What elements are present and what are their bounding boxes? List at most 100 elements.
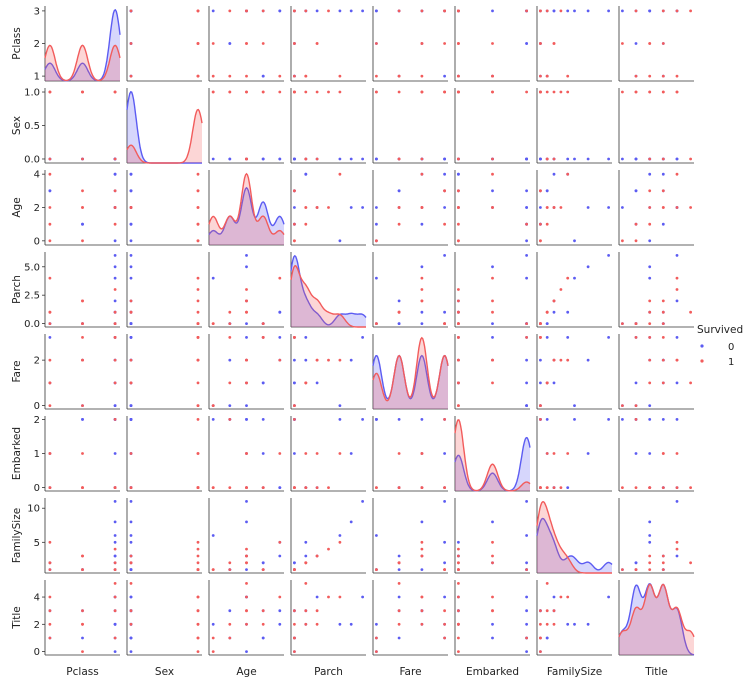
point-series-1 bbox=[113, 322, 117, 325]
kde-line-series-1 bbox=[208, 172, 285, 235]
kde-line-series-1 bbox=[536, 501, 612, 574]
point-series-1 bbox=[196, 609, 200, 613]
point-series-1 bbox=[196, 276, 200, 280]
point-series-1 bbox=[539, 42, 542, 45]
point-series-0 bbox=[375, 206, 378, 209]
y-tick-label: 5 bbox=[34, 538, 40, 549]
point-series-1 bbox=[211, 322, 215, 325]
x-axis-label: Sex bbox=[155, 666, 174, 678]
point-series-1 bbox=[420, 452, 424, 455]
point-series-0 bbox=[228, 609, 232, 613]
point-series-1 bbox=[648, 322, 652, 325]
point-series-1 bbox=[81, 554, 84, 558]
point-series-0 bbox=[552, 595, 556, 599]
point-series-1 bbox=[491, 90, 494, 94]
point-series-0 bbox=[607, 206, 610, 209]
point-series-1 bbox=[315, 358, 319, 362]
point-series-1 bbox=[81, 486, 84, 489]
point-series-1 bbox=[457, 336, 460, 339]
point-series-1 bbox=[545, 206, 549, 209]
point-series-1 bbox=[539, 222, 542, 226]
point-series-0 bbox=[607, 595, 610, 599]
point-series-0 bbox=[545, 189, 549, 193]
x-axis-label: Pclass bbox=[66, 666, 98, 678]
point-series-1 bbox=[228, 622, 232, 626]
point-series-1 bbox=[689, 381, 692, 385]
point-series-1 bbox=[81, 452, 84, 455]
point-series-1 bbox=[196, 561, 200, 565]
point-series-1 bbox=[457, 288, 460, 291]
point-series-0 bbox=[338, 9, 342, 13]
point-series-1 bbox=[196, 42, 200, 45]
point-series-0 bbox=[129, 540, 133, 544]
point-series-0 bbox=[113, 554, 117, 558]
point-series-1 bbox=[245, 622, 248, 626]
point-series-0 bbox=[397, 568, 401, 571]
point-series-1 bbox=[566, 74, 570, 78]
point-series-1 bbox=[81, 90, 84, 94]
y-tick-label: 1 bbox=[34, 72, 40, 83]
point-series-0 bbox=[525, 561, 528, 565]
point-series-0 bbox=[129, 534, 133, 537]
point-series-0 bbox=[129, 650, 133, 653]
point-series-0 bbox=[278, 622, 282, 626]
panel-Pclass-vs-Sex bbox=[126, 6, 202, 82]
point-series-0 bbox=[443, 452, 446, 455]
panel-Age-vs-Age bbox=[208, 170, 285, 246]
point-series-0 bbox=[261, 418, 265, 421]
panel-Title-vs-Pclass: 0 2 4 Title Pclass bbox=[11, 580, 120, 678]
point-series-1 bbox=[443, 418, 446, 421]
point-series-1 bbox=[689, 157, 692, 161]
point-series-1 bbox=[634, 336, 638, 339]
point-series-0 bbox=[525, 276, 528, 280]
point-series-1 bbox=[261, 322, 265, 325]
point-series-1 bbox=[491, 540, 494, 544]
point-series-1 bbox=[338, 172, 342, 176]
point-series-1 bbox=[420, 554, 424, 558]
point-series-1 bbox=[245, 310, 248, 314]
point-series-0 bbox=[228, 404, 232, 407]
point-series-1 bbox=[545, 381, 549, 385]
kde-line-series-0 bbox=[290, 254, 367, 326]
point-series-0 bbox=[545, 336, 549, 339]
point-series-1 bbox=[196, 74, 200, 78]
point-series-0 bbox=[675, 554, 679, 558]
y-tick-label: 2 bbox=[34, 620, 40, 631]
point-series-0 bbox=[338, 404, 342, 407]
point-series-0 bbox=[573, 622, 576, 626]
point-series-1 bbox=[457, 381, 460, 385]
panel-Fare-vs-Embarked bbox=[454, 334, 530, 410]
point-series-1 bbox=[48, 486, 52, 489]
point-series-0 bbox=[525, 206, 528, 209]
point-series-1 bbox=[457, 554, 460, 558]
point-series-0 bbox=[525, 650, 528, 653]
point-series-1 bbox=[304, 74, 308, 78]
kde-fill-series-0 bbox=[127, 91, 202, 163]
point-series-1 bbox=[196, 418, 200, 421]
point-series-1 bbox=[420, 288, 424, 291]
kde-fill-series-1 bbox=[619, 584, 694, 655]
y-tick-label: 1.0 bbox=[24, 88, 40, 99]
point-series-0 bbox=[129, 336, 133, 339]
point-series-1 bbox=[648, 189, 652, 193]
panel-Embarked-vs-Pclass: 0 1 2 Embarked bbox=[11, 415, 120, 494]
point-series-0 bbox=[293, 452, 296, 455]
point-series-0 bbox=[661, 172, 665, 176]
point-series-1 bbox=[196, 568, 200, 571]
point-series-0 bbox=[375, 9, 378, 13]
point-series-1 bbox=[545, 90, 549, 94]
point-series-1 bbox=[689, 561, 692, 565]
y-axis-label: Age bbox=[11, 197, 23, 217]
point-series-1 bbox=[491, 310, 494, 314]
point-series-1 bbox=[129, 358, 133, 362]
point-series-1 bbox=[457, 609, 460, 613]
point-series-0 bbox=[586, 622, 590, 626]
x-axis-label: Age bbox=[236, 666, 256, 678]
point-series-0 bbox=[420, 568, 424, 571]
point-series-1 bbox=[525, 222, 528, 226]
point-series-1 bbox=[397, 206, 401, 209]
kde-line-series-1 bbox=[126, 108, 203, 164]
point-series-1 bbox=[245, 609, 248, 613]
point-series-1 bbox=[327, 486, 330, 489]
point-series-1 bbox=[648, 206, 652, 209]
